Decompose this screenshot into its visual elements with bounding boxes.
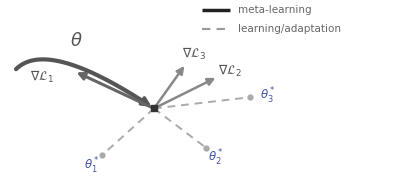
Text: $\theta_1^*$: $\theta_1^*$ bbox=[84, 155, 100, 176]
Text: $\theta_2^*$: $\theta_2^*$ bbox=[208, 148, 224, 168]
Text: $\theta_3^*$: $\theta_3^*$ bbox=[260, 86, 276, 106]
Text: learning/adaptation: learning/adaptation bbox=[238, 24, 341, 34]
Text: $\theta$: $\theta$ bbox=[70, 32, 82, 50]
Text: meta-learning: meta-learning bbox=[238, 5, 312, 15]
Text: $\nabla\mathcal{L}_1$: $\nabla\mathcal{L}_1$ bbox=[30, 69, 54, 85]
Text: $\nabla\mathcal{L}_3$: $\nabla\mathcal{L}_3$ bbox=[182, 46, 206, 62]
Text: $\nabla\mathcal{L}_2$: $\nabla\mathcal{L}_2$ bbox=[218, 63, 242, 79]
